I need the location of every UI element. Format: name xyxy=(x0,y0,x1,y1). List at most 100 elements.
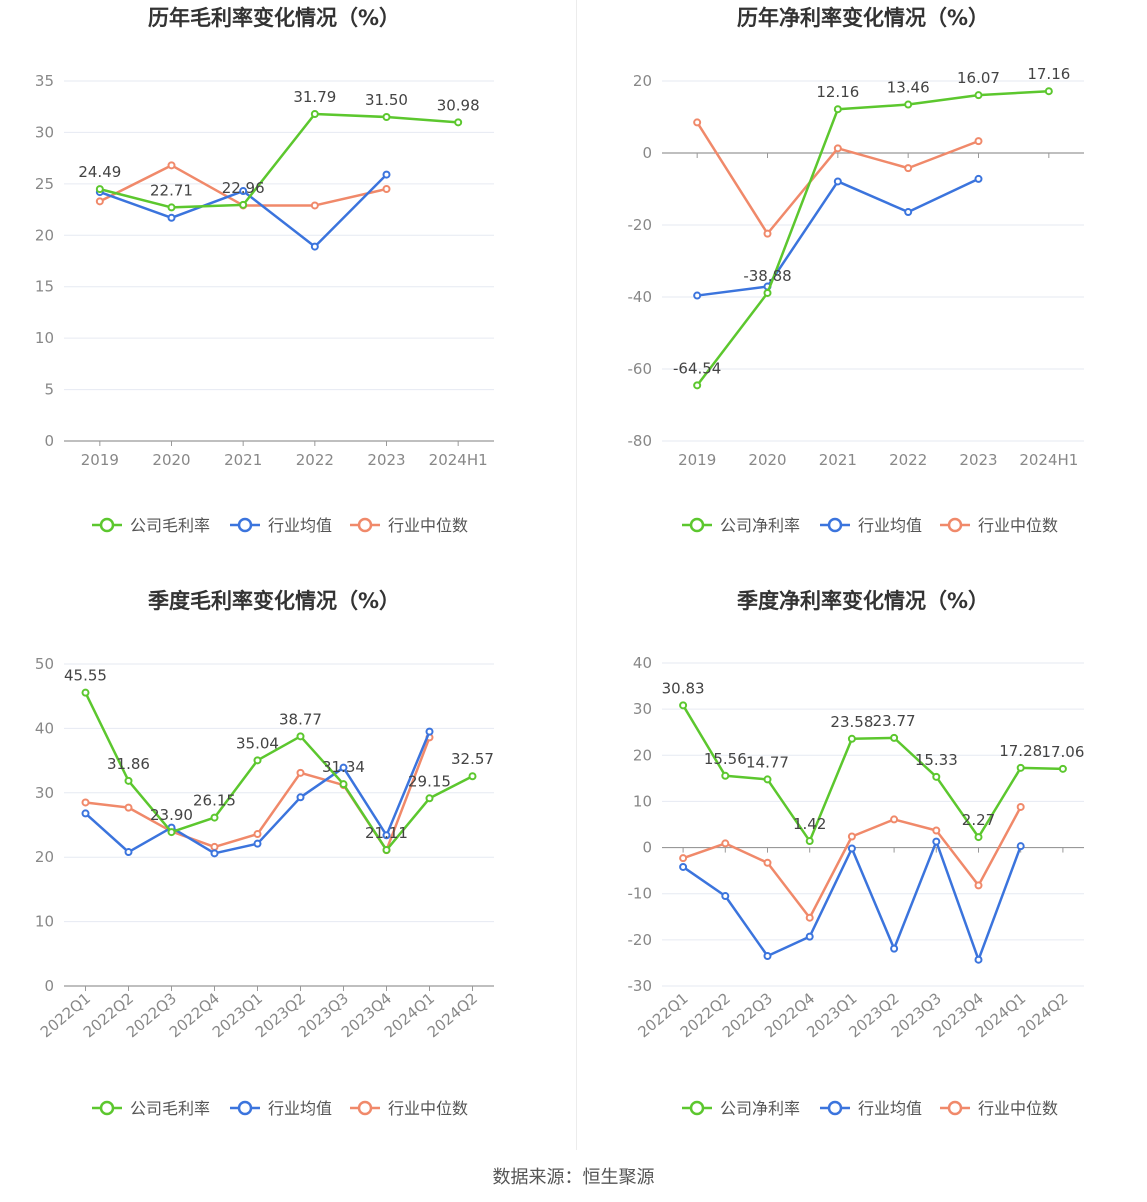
data-label: 1.42 xyxy=(793,815,826,833)
data-point-company[interactable] xyxy=(210,813,219,822)
data-point-company[interactable] xyxy=(310,110,319,119)
data-point-median[interactable] xyxy=(932,826,941,835)
data-point-company[interactable] xyxy=(1044,87,1053,96)
y-tick-label: 20 xyxy=(633,72,652,90)
data-point-avg[interactable] xyxy=(167,213,176,222)
data-point-company[interactable] xyxy=(763,288,772,297)
legend-item-avg[interactable]: 行业均值 xyxy=(230,516,332,535)
data-point-avg[interactable] xyxy=(932,837,941,846)
data-point-avg[interactable] xyxy=(310,242,319,251)
data-point-median[interactable] xyxy=(904,164,913,173)
data-point-avg[interactable] xyxy=(210,849,219,858)
data-point-median[interactable] xyxy=(253,830,262,839)
data-point-median[interactable] xyxy=(805,913,814,922)
legend-item-company[interactable]: 公司毛利率 xyxy=(92,516,210,535)
legend-item-median[interactable]: 行业中位数 xyxy=(940,1099,1058,1118)
legend-item-median[interactable]: 行业中位数 xyxy=(350,516,468,535)
legend-item-avg[interactable]: 行业均值 xyxy=(820,516,922,535)
data-point-company[interactable] xyxy=(296,732,305,741)
data-point-median[interactable] xyxy=(210,842,219,851)
y-tick-label: -80 xyxy=(628,432,653,450)
data-point-avg[interactable] xyxy=(721,892,730,901)
data-point-company[interactable] xyxy=(805,837,814,846)
legend-item-median[interactable]: 行业中位数 xyxy=(350,1099,468,1118)
data-point-company[interactable] xyxy=(974,91,983,100)
data-point-avg[interactable] xyxy=(974,955,983,964)
data-label: 32.57 xyxy=(451,750,494,768)
data-point-median[interactable] xyxy=(679,854,688,863)
data-point-company[interactable] xyxy=(124,776,133,785)
data-point-median[interactable] xyxy=(833,144,842,153)
chart-svg-3: 季度毛利率变化情况（%）010203040502022Q12022Q22022Q… xyxy=(35,589,494,1118)
legend-item-median[interactable]: 行业中位数 xyxy=(940,516,1058,535)
data-point-median[interactable] xyxy=(167,161,176,170)
data-point-avg[interactable] xyxy=(124,848,133,857)
data-point-company[interactable] xyxy=(454,118,463,127)
legend-item-company[interactable]: 公司毛利率 xyxy=(92,1099,210,1118)
data-point-median[interactable] xyxy=(763,858,772,867)
data-point-company[interactable] xyxy=(1016,763,1025,772)
data-point-company[interactable] xyxy=(468,772,477,781)
data-point-median[interactable] xyxy=(1016,802,1025,811)
data-point-avg[interactable] xyxy=(890,944,899,953)
data-point-median[interactable] xyxy=(890,815,899,824)
data-point-company[interactable] xyxy=(253,756,262,765)
data-point-company[interactable] xyxy=(81,688,90,697)
data-point-avg[interactable] xyxy=(693,291,702,300)
data-point-avg[interactable] xyxy=(833,177,842,186)
data-point-avg[interactable] xyxy=(847,844,856,853)
data-point-company[interactable] xyxy=(721,771,730,780)
data-point-avg[interactable] xyxy=(763,952,772,961)
data-point-avg[interactable] xyxy=(81,809,90,818)
data-point-median[interactable] xyxy=(693,118,702,127)
data-point-avg[interactable] xyxy=(904,208,913,217)
data-point-avg[interactable] xyxy=(253,839,262,848)
data-point-avg[interactable] xyxy=(239,187,248,196)
legend-item-company[interactable]: 公司净利率 xyxy=(682,516,800,535)
data-point-median[interactable] xyxy=(124,803,133,812)
legend-item-avg[interactable]: 行业均值 xyxy=(820,1099,922,1118)
data-point-company[interactable] xyxy=(239,200,248,209)
data-point-company[interactable] xyxy=(763,775,772,784)
data-point-company[interactable] xyxy=(904,100,913,109)
data-point-company[interactable] xyxy=(167,203,176,212)
data-point-median[interactable] xyxy=(763,229,772,238)
data-point-company[interactable] xyxy=(382,846,391,855)
data-point-median[interactable] xyxy=(721,839,730,848)
data-point-company[interactable] xyxy=(693,381,702,390)
data-point-median[interactable] xyxy=(974,881,983,890)
data-point-avg[interactable] xyxy=(296,793,305,802)
y-tick-label: 30 xyxy=(35,123,54,141)
data-point-median[interactable] xyxy=(296,768,305,777)
data-point-median[interactable] xyxy=(847,832,856,841)
data-point-company[interactable] xyxy=(95,185,104,194)
data-point-company[interactable] xyxy=(382,113,391,121)
data-point-median[interactable] xyxy=(81,798,90,807)
data-point-avg[interactable] xyxy=(974,174,983,183)
y-tick-label: 20 xyxy=(35,848,54,866)
legend-item-company[interactable]: 公司净利率 xyxy=(682,1099,800,1118)
data-point-company[interactable] xyxy=(1058,764,1067,773)
data-point-company[interactable] xyxy=(932,772,941,781)
data-point-median[interactable] xyxy=(974,137,983,146)
data-point-median[interactable] xyxy=(382,185,391,193)
data-point-company[interactable] xyxy=(847,734,856,743)
data-point-company[interactable] xyxy=(679,701,688,710)
data-point-avg[interactable] xyxy=(805,932,814,941)
data-point-avg[interactable] xyxy=(382,831,391,840)
data-point-avg[interactable] xyxy=(1016,842,1025,851)
data-point-avg[interactable] xyxy=(382,170,391,179)
chart-panel-3: 季度毛利率变化情况（%） 0 10 20 30 40 50 2022Q1 2022Q2 2022Q… xyxy=(0,583,576,1153)
data-point-avg[interactable] xyxy=(339,763,348,772)
data-point-company[interactable] xyxy=(339,780,348,789)
data-point-company[interactable] xyxy=(425,794,434,803)
data-point-company[interactable] xyxy=(833,105,842,114)
data-point-company[interactable] xyxy=(890,733,899,742)
data-point-median[interactable] xyxy=(95,197,104,206)
data-point-company[interactable] xyxy=(974,833,983,842)
legend-item-avg[interactable]: 行业均值 xyxy=(230,1099,332,1118)
data-point-avg[interactable] xyxy=(679,862,688,871)
data-point-avg[interactable] xyxy=(425,727,434,736)
data-point-median[interactable] xyxy=(310,201,319,210)
data-point-company[interactable] xyxy=(167,828,176,837)
